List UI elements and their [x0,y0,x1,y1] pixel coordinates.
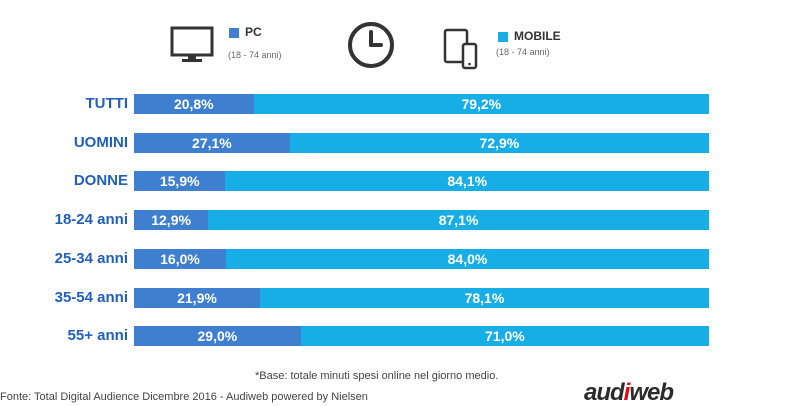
pc-value-label: 29,0% [197,328,238,344]
category-label: 35-54 anni [54,289,128,306]
pc-value-label: 12,9% [151,212,191,228]
mobile-value-label: 84,1% [447,173,488,189]
pc-bar-segment: 15,9% [134,171,226,191]
category-label: 18-24 anni [54,211,128,228]
pc-value-label: 20,8% [173,96,214,112]
mobile-bar-segment: 72,9% [289,133,709,153]
mobile-bar-segment: 79,2% [253,94,709,114]
source-note: Fonte: Total Digital Audience Dicembre 2… [0,391,368,403]
category-label: 55+ anni [67,327,128,344]
pc-bar-segment: 12,9% [134,210,209,230]
pc-value-label: 15,9% [159,173,200,189]
category-label: TUTTI [85,95,129,112]
category-label: DONNE [73,172,128,189]
mobile-bar-segment: 78,1% [259,288,709,308]
mobile-value-label: 71,0% [485,328,525,344]
mobile-value-label: 78,1% [464,290,505,306]
mobile-legend-label: MOBILE [514,29,561,43]
mobile-bar-segment: 87,1% [208,210,709,230]
pc-bar-segment: 16,0% [134,249,226,269]
monitor-icon [170,26,214,62]
clock-icon [348,22,394,68]
category-label: UOMINI [73,134,128,151]
pc-bar-segment: 27,1% [134,133,290,153]
pc-bar-segment: 20,8% [134,94,254,114]
pc-value-label: 27,1% [192,135,232,151]
mobile-value-label: 72,9% [479,135,520,151]
category-label: 25-34 anni [54,250,128,267]
mobile-bar-segment: 71,0% [300,326,709,346]
stacked-bar: 15,9% 84,1% [134,171,709,191]
audiweb-logo: audiweb [584,379,674,406]
stacked-bar: 20,8% 79,2% [134,94,709,114]
mobile-value-label: 79,2% [461,96,502,112]
stacked-bar: 12,9% 87,1% [134,210,709,230]
stacked-bar: 27,1% 72,9% [134,133,709,153]
pc-bar-segment: 21,9% [134,288,260,308]
tablet-phone-icon [443,28,478,70]
mobile-bar-segment: 84,1% [225,171,709,191]
footnote: *Base: totale minuti spesi online nel gi… [255,370,499,382]
pc-bar-segment: 29,0% [134,326,301,346]
pc-value-label: 16,0% [160,251,200,267]
pc-legend-note: (18 - 74 anni) [228,50,282,60]
stacked-bar: 16,0% 84,0% [134,249,709,269]
mobile-legend-note: (18 - 74 anni) [496,47,550,57]
stacked-bar: 21,9% 78,1% [134,288,709,308]
stacked-bar: 29,0% 71,0% [134,326,709,346]
pc-value-label: 21,9% [177,290,217,306]
mobile-legend-swatch [498,32,508,42]
pc-legend-swatch [229,28,239,38]
mobile-value-label: 84,0% [447,251,488,267]
mobile-value-label: 87,1% [438,212,479,228]
pc-legend-label: PC [245,25,262,39]
mobile-bar-segment: 84,0% [226,249,709,269]
